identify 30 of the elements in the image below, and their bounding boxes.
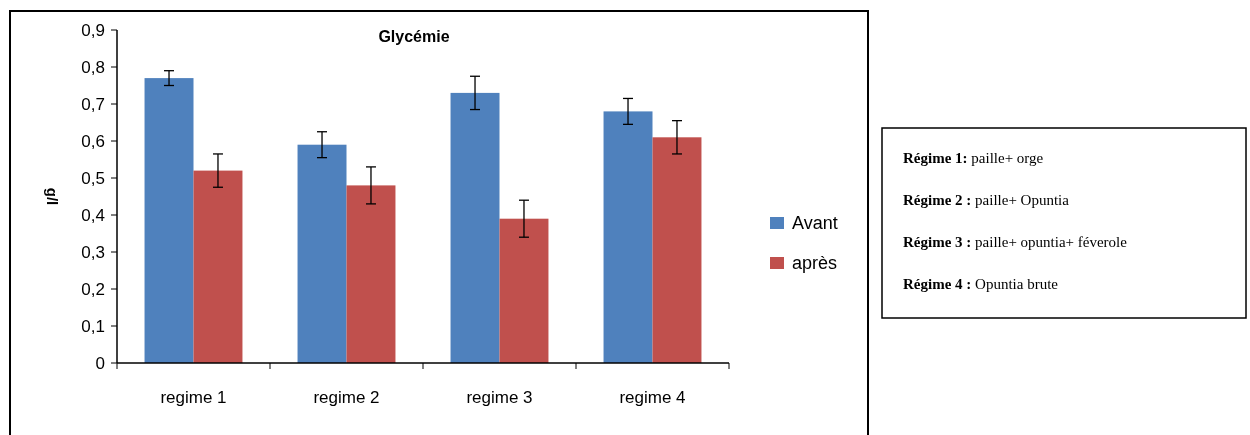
text: Régime 3 : paille+ opuntia+ féverole bbox=[903, 234, 1128, 250]
text: Régime 2 : paille+ Opuntia bbox=[903, 192, 1070, 208]
bar bbox=[603, 111, 653, 363]
y-axis-title: g/l bbox=[44, 187, 61, 206]
y-tick-label: 0,2 bbox=[81, 279, 105, 299]
bar bbox=[450, 92, 500, 363]
x-tick-label: regime 3 bbox=[466, 388, 533, 407]
bar bbox=[144, 78, 194, 363]
x-tick-label: regime 1 bbox=[160, 388, 227, 407]
bar bbox=[346, 185, 396, 363]
text: Régime 1: paille+ orge bbox=[903, 150, 1044, 166]
bar bbox=[193, 170, 243, 363]
chart-title: Glycémie bbox=[378, 28, 450, 45]
bar bbox=[297, 144, 347, 363]
y-tick-label: 0,9 bbox=[81, 20, 105, 40]
y-tick-label: 0,3 bbox=[81, 242, 105, 262]
text: Régime 4 : Opuntia brute bbox=[903, 276, 1059, 292]
y-tick-label: 0,8 bbox=[81, 57, 105, 77]
y-tick-label: 0,1 bbox=[81, 316, 105, 336]
y-tick-label: 0,7 bbox=[81, 94, 105, 114]
legend-label: Avant bbox=[792, 213, 838, 234]
y-tick-label: 0 bbox=[95, 353, 105, 373]
x-tick-label: regime 4 bbox=[619, 388, 686, 407]
bar bbox=[652, 137, 702, 363]
x-tick-label: regime 2 bbox=[313, 388, 380, 407]
bar bbox=[499, 218, 549, 363]
y-tick-label: 0,4 bbox=[81, 205, 105, 225]
y-tick-label: 0,6 bbox=[81, 131, 105, 151]
y-tick-label: 0,5 bbox=[81, 168, 105, 188]
legend-label: après bbox=[792, 253, 838, 274]
